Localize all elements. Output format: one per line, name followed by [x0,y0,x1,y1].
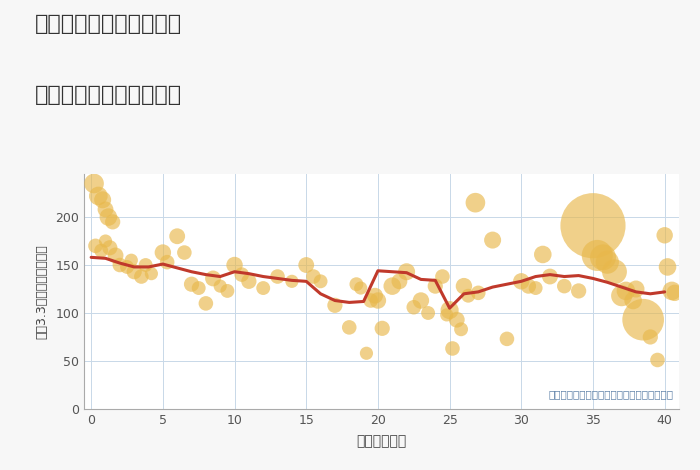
Point [573,287,584,295]
Point [100,237,111,245]
Point [186,281,197,288]
Point [90,242,101,250]
Point [470,199,481,206]
Point [423,309,434,317]
Point [344,324,355,331]
Point [386,282,398,290]
Point [463,292,474,299]
Point [430,282,441,290]
Point [452,316,463,323]
Point [523,282,534,290]
Point [126,257,137,264]
Point [351,281,362,288]
Point [158,249,169,256]
Text: 円の大きさは、取引のあった物件面積を示す: 円の大きさは、取引のあった物件面積を示す [548,390,673,400]
Point [659,232,671,239]
Point [286,278,297,285]
Point [200,300,211,307]
Point [444,306,455,314]
Point [631,285,642,293]
Point [372,297,384,304]
Point [652,356,663,364]
Point [110,251,121,259]
Point [172,233,183,240]
Point [88,180,99,187]
Point [229,261,240,269]
Point [408,304,419,311]
X-axis label: 築年数（年）: 築年数（年） [356,434,407,448]
Point [456,326,467,333]
Point [377,325,388,332]
Point [96,247,107,254]
Point [645,333,656,341]
Point [365,297,377,304]
Y-axis label: 坪（3.3㎡）単価（万円）: 坪（3.3㎡）単価（万円） [35,244,48,339]
Point [458,282,470,290]
Point [620,287,631,295]
Point [114,261,125,269]
Point [616,292,627,299]
Point [441,311,452,319]
Point [592,251,603,259]
Point [609,268,620,275]
Point [537,251,548,258]
Point [121,263,132,271]
Point [545,273,556,280]
Point [394,278,405,285]
Point [193,284,204,292]
Point [415,297,426,304]
Point [272,273,284,280]
Point [487,236,498,244]
Point [308,273,319,280]
Point [437,273,448,280]
Point [146,270,157,277]
Point [207,274,218,282]
Point [501,335,512,343]
Point [602,258,613,266]
Point [627,297,638,304]
Point [370,292,381,299]
Point [215,282,226,290]
Point [140,261,151,269]
Point [315,278,326,285]
Point [662,263,673,271]
Point [473,289,484,297]
Point [129,268,140,275]
Point [669,289,680,297]
Point [104,244,116,251]
Point [222,287,233,295]
Point [355,284,366,292]
Text: 東京都町田市つくし野の: 東京都町田市つくし野の [35,14,182,34]
Point [638,316,649,323]
Point [178,249,190,256]
Point [136,273,147,280]
Text: 築年数別中古戸建て価格: 築年数別中古戸建て価格 [35,85,182,105]
Point [401,268,412,275]
Point [236,271,247,278]
Point [530,284,541,292]
Point [329,302,340,309]
Point [97,196,108,204]
Point [162,258,173,266]
Point [597,254,608,261]
Point [100,206,111,213]
Point [103,213,114,221]
Point [666,287,678,295]
Point [447,345,458,352]
Point [92,192,104,200]
Point [300,261,312,269]
Point [516,278,527,285]
Point [360,350,372,357]
Point [559,282,570,290]
Point [258,284,269,292]
Point [244,278,255,285]
Point [587,222,598,229]
Point [107,218,118,226]
